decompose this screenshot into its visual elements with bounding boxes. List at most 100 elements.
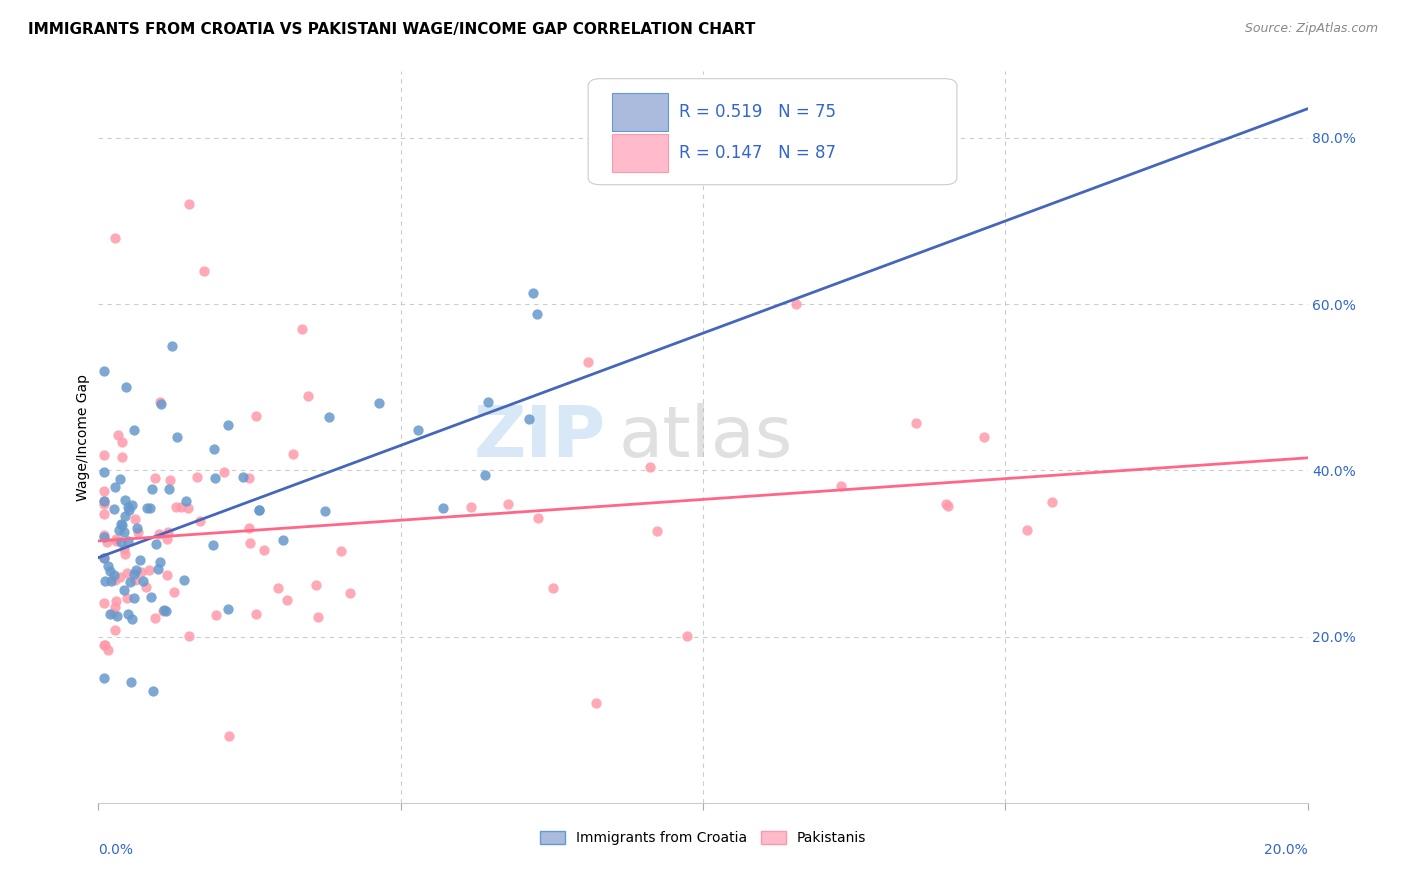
Point xyxy=(115,566,138,580)
Point xyxy=(107,428,129,442)
Point xyxy=(314,504,336,518)
Point xyxy=(117,591,139,605)
Text: atlas: atlas xyxy=(619,402,793,472)
Point xyxy=(148,561,170,575)
Point xyxy=(118,574,141,589)
Point xyxy=(93,466,115,480)
Point xyxy=(104,599,127,614)
Point xyxy=(432,501,454,516)
Point xyxy=(117,607,139,622)
Point xyxy=(166,430,188,444)
Point xyxy=(283,447,305,461)
Point xyxy=(935,497,957,511)
Point xyxy=(238,521,260,535)
Point xyxy=(517,412,540,426)
Point xyxy=(120,674,142,689)
FancyBboxPatch shape xyxy=(613,134,668,171)
Point xyxy=(143,611,166,625)
Point xyxy=(114,509,136,524)
FancyBboxPatch shape xyxy=(613,94,668,131)
Point xyxy=(93,507,115,521)
Point xyxy=(238,471,260,485)
Point xyxy=(111,434,134,449)
Point xyxy=(177,501,200,516)
Point xyxy=(157,482,180,496)
Text: R = 0.147   N = 87: R = 0.147 N = 87 xyxy=(679,144,835,161)
Point xyxy=(155,604,177,618)
Point xyxy=(406,423,429,437)
Point xyxy=(108,570,131,584)
Point xyxy=(578,355,600,369)
Point xyxy=(291,322,314,336)
Point xyxy=(104,573,127,587)
Point xyxy=(165,500,187,514)
Point xyxy=(938,500,960,514)
Point xyxy=(205,608,228,623)
Point xyxy=(267,581,290,595)
Point xyxy=(131,565,153,579)
Point xyxy=(160,338,183,352)
Point xyxy=(103,568,125,582)
Point xyxy=(142,684,165,698)
Point xyxy=(93,638,115,652)
Point xyxy=(139,591,162,605)
Point xyxy=(330,543,353,558)
Point xyxy=(105,594,128,608)
Point xyxy=(118,503,141,517)
Point xyxy=(93,596,115,610)
Point xyxy=(93,494,115,508)
Point xyxy=(117,500,139,514)
Point xyxy=(149,556,172,570)
Point xyxy=(124,573,146,587)
Point xyxy=(105,533,128,548)
Point xyxy=(212,465,235,479)
Point xyxy=(253,542,276,557)
Point xyxy=(93,363,115,377)
Point xyxy=(97,643,120,657)
Point xyxy=(543,581,565,595)
Point xyxy=(204,471,226,485)
Point xyxy=(645,524,668,539)
Point xyxy=(93,550,115,565)
Point xyxy=(1017,523,1039,537)
Point xyxy=(176,494,198,508)
Point xyxy=(127,525,149,540)
Point xyxy=(149,395,172,409)
Point xyxy=(474,468,496,483)
Point xyxy=(148,527,170,541)
Point xyxy=(105,608,128,623)
Point xyxy=(830,479,852,493)
Point xyxy=(141,482,163,496)
Point xyxy=(339,586,361,600)
FancyBboxPatch shape xyxy=(588,78,957,185)
Point xyxy=(132,574,155,589)
Point xyxy=(271,533,294,547)
Point xyxy=(297,388,319,402)
Point xyxy=(204,442,226,456)
Point xyxy=(318,409,340,424)
Point xyxy=(156,533,179,547)
Point xyxy=(112,541,135,556)
Point xyxy=(93,448,115,462)
Point xyxy=(245,607,267,621)
Point xyxy=(136,501,159,516)
Point xyxy=(785,297,807,311)
Point xyxy=(527,511,550,525)
Point xyxy=(104,230,127,244)
Point xyxy=(247,502,270,516)
Point xyxy=(188,514,211,528)
Point xyxy=(111,450,134,464)
Point xyxy=(125,521,148,535)
Point xyxy=(232,470,254,484)
Point xyxy=(121,612,143,626)
Point xyxy=(97,558,120,573)
Point xyxy=(93,484,115,499)
Point xyxy=(110,516,132,531)
Point xyxy=(217,602,239,616)
Point xyxy=(368,396,391,410)
Point xyxy=(163,585,186,599)
Point xyxy=(121,499,143,513)
Point xyxy=(675,629,697,643)
Point xyxy=(498,497,520,511)
Text: R = 0.519   N = 75: R = 0.519 N = 75 xyxy=(679,103,835,121)
